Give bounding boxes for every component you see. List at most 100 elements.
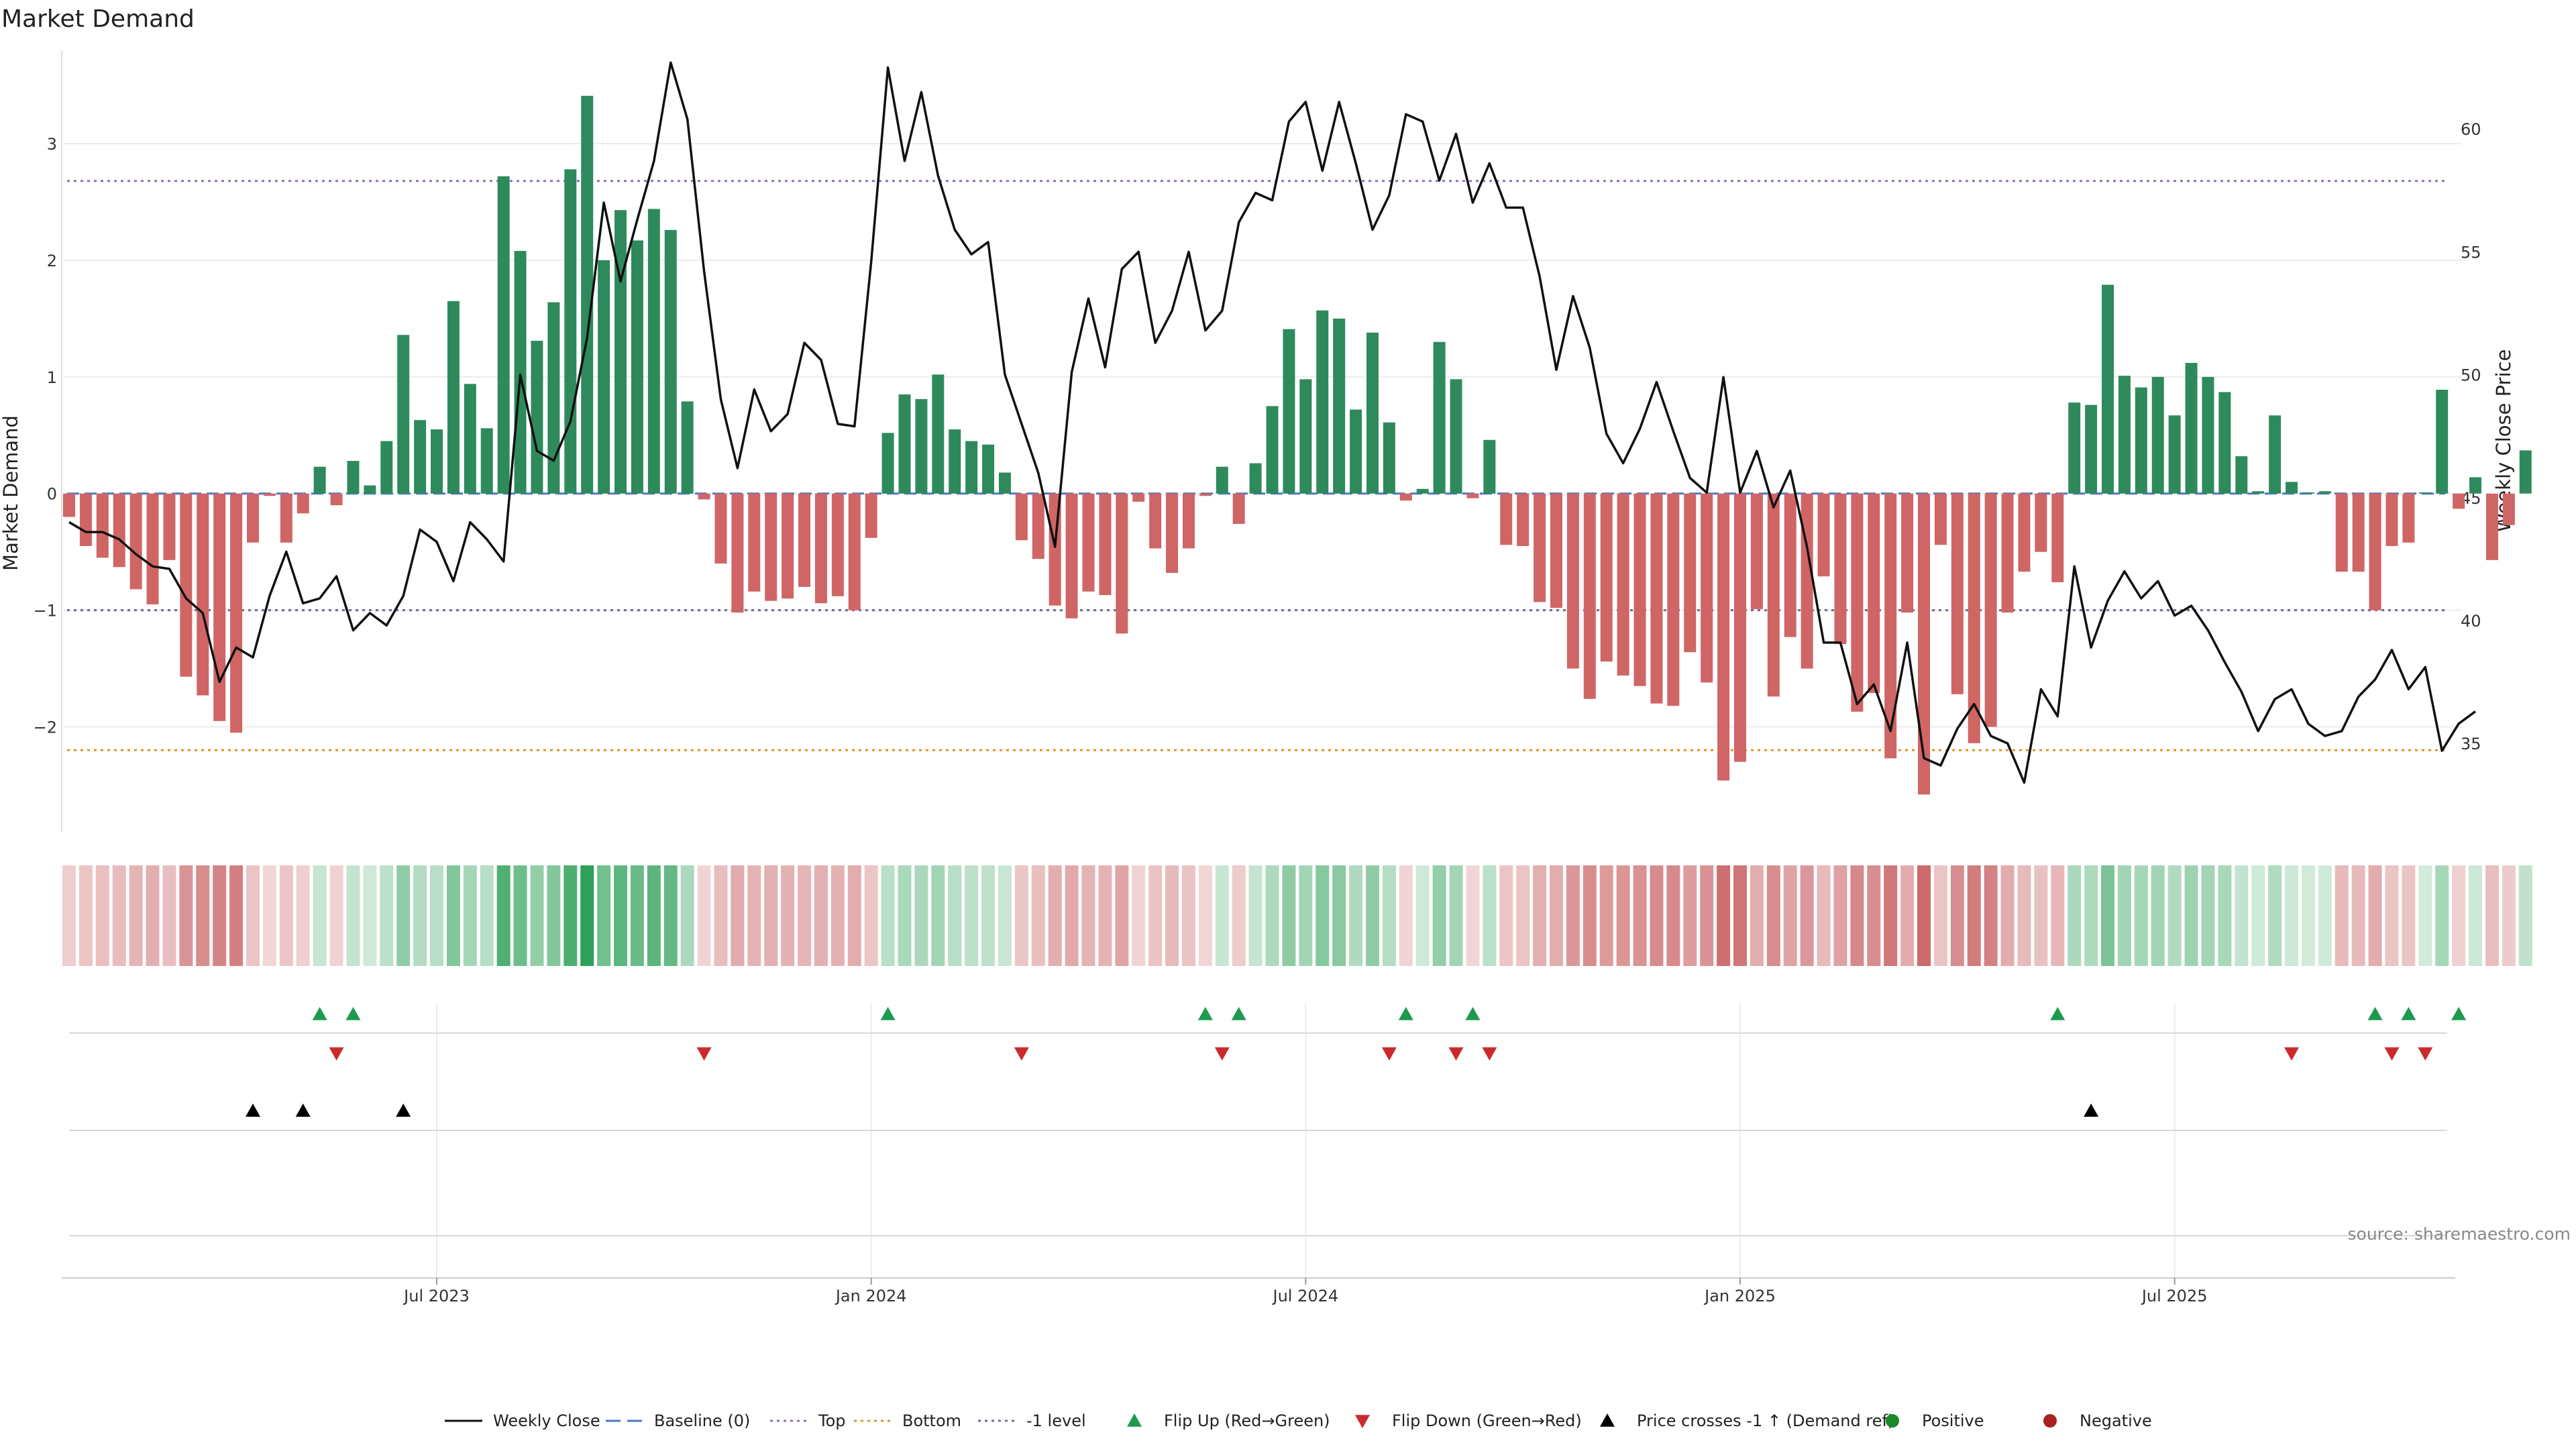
demand-bar	[230, 493, 243, 733]
heat-cell	[162, 865, 176, 966]
heat-cell	[1933, 865, 1947, 966]
demand-bar	[1600, 493, 1613, 662]
demand-bar	[2118, 376, 2131, 494]
demand-bar	[2436, 389, 2449, 494]
demand-bar	[2352, 493, 2365, 572]
heat-cell	[1299, 865, 1313, 966]
heat-cell	[1432, 865, 1446, 966]
heat-cell	[998, 865, 1012, 966]
demand-bar	[96, 493, 109, 558]
demand-bar	[1734, 493, 1746, 762]
heat-cell	[1750, 865, 1764, 966]
heat-cell	[1098, 865, 1112, 966]
demand-bar	[1684, 493, 1697, 653]
demand-bar	[1901, 493, 1914, 613]
demand-bar	[1934, 493, 1947, 545]
heat-cell	[1650, 865, 1664, 966]
heat-cell	[413, 865, 427, 966]
demand-bar	[1065, 493, 1078, 619]
demand-bar	[1399, 493, 1412, 501]
legend-item: Top	[770, 1411, 846, 1430]
legend-label: Flip Up (Red→Green)	[1164, 1411, 1330, 1430]
demand-bar	[664, 229, 677, 494]
heat-cell	[1466, 865, 1480, 966]
demand-bar	[1182, 493, 1195, 549]
heat-cell	[597, 865, 611, 966]
demand-bar	[1918, 493, 1931, 795]
heat-cell	[496, 865, 511, 966]
demand-bar	[949, 429, 961, 494]
legend-swatch	[1127, 1413, 1142, 1427]
heat-cell	[1817, 865, 1831, 966]
legend-swatch	[1355, 1415, 1370, 1428]
heat-cell	[2285, 865, 2299, 966]
heat-cell	[112, 865, 126, 966]
demand-bar	[1216, 466, 1228, 494]
heat-cell	[614, 865, 628, 966]
price-cross-marker	[396, 1104, 411, 1117]
demand-bars	[63, 95, 2532, 795]
heat-cell	[213, 865, 227, 966]
demand-bar	[714, 493, 727, 564]
demand-bar	[547, 302, 560, 494]
heat-cell	[2368, 865, 2382, 966]
heat-cell	[1048, 865, 1062, 966]
heat-cell	[981, 865, 996, 966]
demand-bar	[1701, 493, 1713, 683]
demand-bar	[197, 493, 209, 696]
heat-cell	[1900, 865, 1915, 966]
demand-bar	[347, 461, 360, 494]
heat-cell	[1800, 865, 1814, 966]
demand-bar	[380, 441, 393, 494]
flip-down-marker	[1381, 1047, 1397, 1061]
heat-cell	[1733, 865, 1747, 966]
legend-label: Weekly Close	[493, 1411, 600, 1430]
demand-bar	[564, 169, 577, 494]
heat-cell	[78, 865, 93, 966]
heat-cell	[714, 865, 728, 966]
heat-cell	[781, 865, 795, 966]
demand-bar	[213, 493, 226, 721]
right-tick-label: 60	[2461, 120, 2481, 139]
demand-bar	[1450, 379, 1462, 494]
heat-cell	[2402, 865, 2416, 966]
heat-cell	[62, 865, 76, 966]
left-tick-label: 2	[47, 252, 57, 270]
flip-down-marker	[1014, 1047, 1029, 1061]
demand-bar	[1082, 493, 1095, 592]
heat-cell	[2068, 865, 2082, 966]
heat-cell	[363, 865, 377, 966]
demand-bar	[1132, 493, 1145, 502]
demand-bar	[2318, 491, 2331, 494]
heat-cell	[1984, 865, 1998, 966]
heat-cell	[2017, 865, 2031, 966]
demand-bar	[965, 441, 978, 494]
demand-bar	[263, 493, 276, 496]
x-tick-label: Jan 2024	[835, 1287, 907, 1305]
demand-bar	[2085, 405, 2098, 494]
heat-cell	[1165, 865, 1179, 966]
heat-cell	[2167, 865, 2182, 966]
heat-cell	[1365, 865, 1379, 966]
demand-bar	[1350, 409, 1362, 494]
heat-cell	[680, 865, 694, 966]
demand-bar	[1333, 318, 1346, 494]
demand-bar	[814, 493, 827, 604]
heat-cell	[1132, 865, 1146, 966]
heat-cell	[2034, 865, 2048, 966]
heat-cell	[2485, 865, 2499, 966]
heat-cell	[1582, 865, 1597, 966]
heat-cell	[881, 865, 895, 966]
heat-cell	[965, 865, 979, 966]
flip-up-marker	[1197, 1007, 1213, 1020]
heat-cell	[1917, 865, 1931, 966]
heat-cell	[1850, 865, 1864, 966]
heat-cell	[630, 865, 644, 966]
heat-cell	[697, 865, 711, 966]
right-tick-label: 50	[2461, 366, 2481, 385]
heat-cell	[2301, 865, 2315, 966]
legend-item: Bottom	[854, 1411, 961, 1430]
demand-bar	[447, 301, 460, 494]
flip-down-marker	[1214, 1047, 1230, 1061]
